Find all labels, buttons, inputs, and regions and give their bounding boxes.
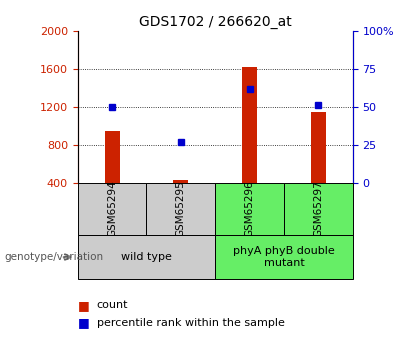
Text: ■: ■: [78, 299, 89, 312]
Bar: [311, 112, 326, 183]
Bar: [147, 183, 215, 235]
Text: GSM65294: GSM65294: [107, 180, 117, 237]
Text: ■: ■: [78, 316, 89, 329]
Bar: [173, 180, 189, 183]
Bar: [215, 235, 353, 279]
Text: phyA phyB double
mutant: phyA phyB double mutant: [233, 246, 335, 268]
Bar: [105, 131, 120, 183]
Text: genotype/variation: genotype/variation: [4, 252, 103, 262]
Title: GDS1702 / 266620_at: GDS1702 / 266620_at: [139, 14, 291, 29]
Bar: [284, 183, 353, 235]
Text: count: count: [97, 300, 128, 310]
Bar: [78, 183, 147, 235]
Bar: [215, 183, 284, 235]
Text: GSM65297: GSM65297: [313, 180, 323, 237]
Text: wild type: wild type: [121, 252, 172, 262]
Bar: [78, 235, 215, 279]
Text: percentile rank within the sample: percentile rank within the sample: [97, 318, 284, 327]
Text: GSM65295: GSM65295: [176, 180, 186, 237]
Text: GSM65296: GSM65296: [244, 180, 255, 237]
Bar: [242, 67, 257, 183]
